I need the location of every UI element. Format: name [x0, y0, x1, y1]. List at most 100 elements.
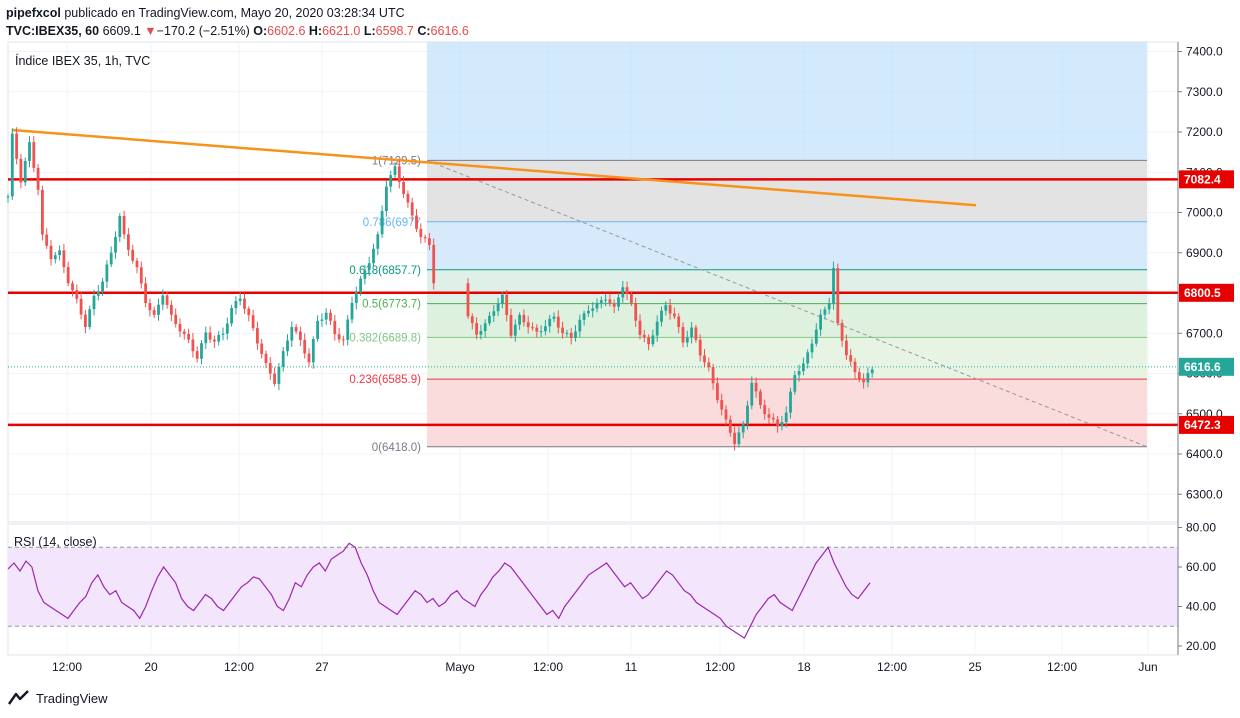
candle-body: [342, 339, 345, 341]
candle-body: [49, 245, 53, 260]
candle-body: [423, 237, 427, 239]
candle-body: [707, 362, 711, 368]
candle-body: [264, 353, 268, 364]
candle-body: [853, 361, 857, 373]
candle-body: [294, 327, 298, 332]
candle-body: [810, 343, 814, 353]
candle-body: [131, 249, 135, 261]
candle-body: [148, 303, 152, 311]
candle-body: [397, 166, 401, 182]
candle-body: [316, 320, 319, 339]
candle-body: [256, 328, 259, 344]
down-arrow-icon: ▼: [144, 24, 157, 38]
candle-body: [548, 318, 552, 327]
symbol-label: TVC:IBEX35, 60: [6, 24, 100, 38]
candle-body: [28, 142, 31, 161]
candle-body: [655, 321, 659, 336]
candle-body: [6, 196, 10, 198]
y-tick-label: 7200.0: [1186, 125, 1223, 139]
candle-body: [273, 373, 276, 384]
candle-body: [578, 319, 582, 332]
candle-body: [470, 316, 474, 324]
candle-body: [372, 248, 375, 264]
trendline[interactable]: [11, 128, 977, 207]
candle-body: [58, 250, 61, 256]
candle-body: [225, 323, 229, 334]
candle-body: [599, 300, 603, 303]
low-label: L:: [363, 24, 376, 38]
x-tick-label: 12:00: [533, 660, 563, 674]
fib-zone: [427, 303, 1147, 338]
candle-body: [286, 340, 289, 352]
candle-body: [651, 335, 655, 345]
candle-body: [320, 319, 324, 321]
candle-body: [819, 314, 822, 330]
candle-body: [337, 334, 341, 340]
candle-body: [522, 314, 526, 323]
candle-body: [642, 334, 646, 338]
candle-body: [174, 314, 178, 324]
candle-body: [625, 287, 629, 295]
ohlc-line: TVC:IBEX35, 60 6609.1 ▼−170.2 (−2.51%) O…: [6, 22, 469, 40]
candle-body: [526, 322, 530, 328]
x-tick-label: 12:00: [224, 660, 254, 674]
candle-body: [587, 310, 590, 314]
candle-body: [290, 327, 294, 341]
candle-body: [685, 337, 689, 343]
candle-body: [432, 244, 436, 284]
candle-body: [574, 331, 577, 339]
candle-body: [165, 295, 169, 305]
tradingview-logo-icon: [8, 690, 29, 705]
candle-body: [32, 142, 36, 168]
candle-body: [488, 315, 491, 324]
candle-body: [518, 314, 521, 325]
candle-body: [703, 355, 706, 363]
x-tick-label: 25: [968, 660, 982, 674]
candle-body: [402, 181, 405, 194]
candle-body: [182, 331, 186, 334]
candle-body: [251, 315, 255, 329]
candle-body: [823, 309, 827, 315]
candle-body: [41, 189, 44, 235]
candle-body: [832, 268, 835, 304]
candle-body: [277, 366, 281, 384]
price-label-box: [1179, 170, 1234, 189]
candle-body: [75, 290, 79, 299]
candle-body: [170, 304, 173, 315]
candle-body: [535, 327, 539, 332]
candle-body: [281, 351, 285, 367]
candle-body: [836, 268, 840, 324]
high-label: H:: [308, 24, 323, 38]
rsi-tick-label: 20.00: [1186, 639, 1216, 653]
candle-body: [152, 310, 156, 315]
rsi-tick-label: 60.00: [1186, 560, 1216, 574]
candle-body: [346, 319, 350, 340]
candle-body: [466, 283, 470, 317]
candle-body: [814, 329, 818, 344]
price-label: 6472.3: [1184, 418, 1221, 432]
footer-brand[interactable]: TradingView: [8, 690, 108, 706]
fib-level-label: 0.618(6857.7): [349, 265, 421, 277]
low-value: 6598.7: [375, 24, 414, 38]
candle-body: [866, 373, 870, 383]
x-tick-label: Mayo: [445, 660, 475, 674]
candle-body: [780, 422, 784, 427]
author-name[interactable]: pipefxcol: [6, 6, 61, 20]
candle-body: [681, 327, 685, 343]
candle-body: [483, 323, 487, 332]
candle-body: [673, 313, 676, 317]
x-tick-label: 11: [625, 660, 638, 674]
y-tick-label: 7400.0: [1186, 45, 1223, 59]
candle-body: [505, 294, 509, 316]
price-change: −170.2 (−2.51%): [156, 24, 250, 38]
candle-body: [329, 312, 332, 321]
x-tick-label: 12:00: [705, 660, 735, 674]
candle-body: [238, 298, 242, 302]
candle-body: [53, 255, 57, 260]
rsi-line[interactable]: [7, 542, 871, 639]
candle-body: [66, 267, 70, 284]
price-label-box: [1179, 283, 1234, 302]
candle-body: [475, 323, 478, 335]
candle-body: [385, 186, 388, 212]
